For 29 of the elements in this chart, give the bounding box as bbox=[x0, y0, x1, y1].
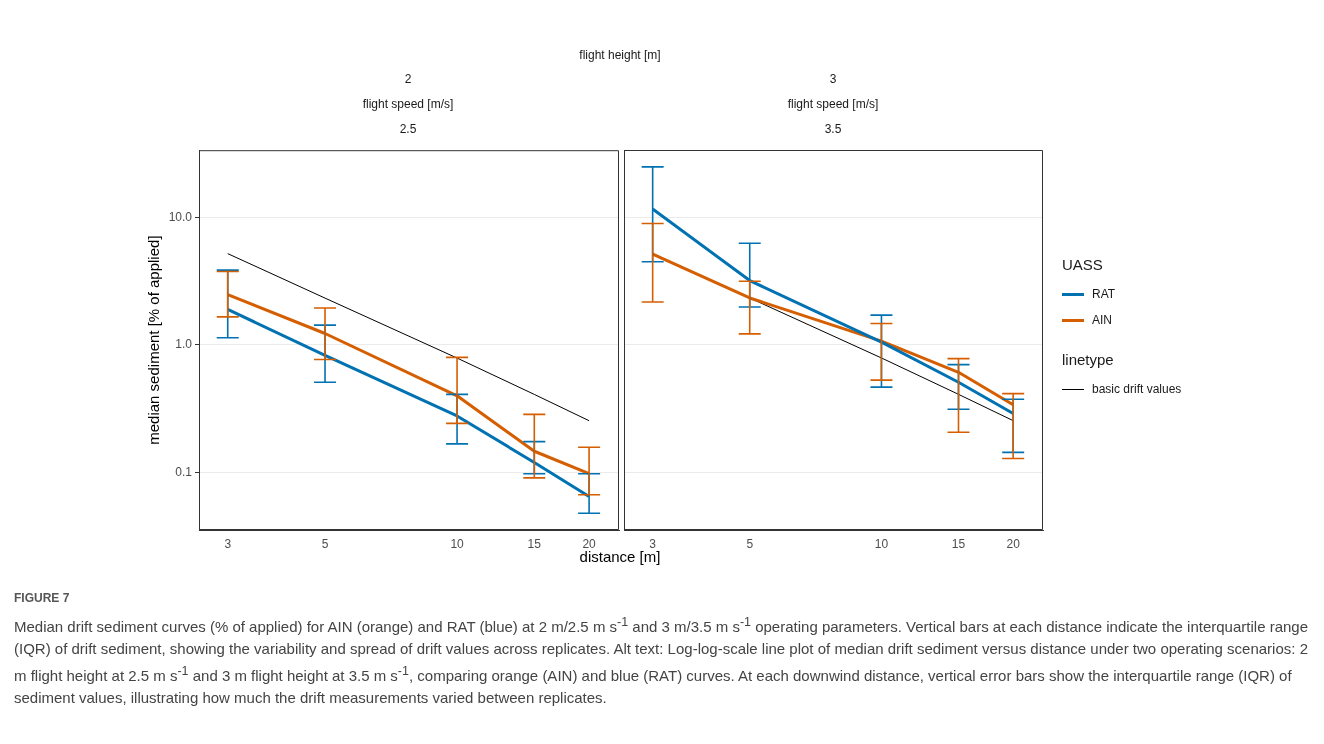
chart-subtitle: 2.5 bbox=[399, 122, 417, 136]
x-tick-label: 15 bbox=[951, 536, 966, 551]
chart-title: 3 bbox=[829, 72, 837, 86]
text: linetype bbox=[1062, 351, 1115, 368]
legend-title: UASS bbox=[1062, 256, 1104, 273]
y-axis-title: median sediment [% of applied] bbox=[145, 235, 163, 445]
x-tick-label: 15 bbox=[527, 536, 542, 551]
x-tick-label: 5 bbox=[321, 536, 329, 551]
x-tick-label: 3 bbox=[649, 536, 657, 551]
y-tick-label: 1.0 bbox=[175, 337, 193, 352]
x-tick-label: 20 bbox=[582, 536, 597, 551]
text: flight height [m] bbox=[579, 48, 661, 62]
text: flight speed [m/s] bbox=[362, 97, 454, 111]
x-tick-label: 20 bbox=[1006, 536, 1021, 551]
y-tick-label: 0.1 bbox=[175, 464, 193, 479]
chart-subtitle: 3.5 bbox=[824, 122, 842, 136]
x-tick-label: 10 bbox=[874, 536, 889, 551]
text: Median drift sediment curves (% of applied) for AIN (orange) and RAT (blue) at 2 m/2.5 m s$^{-1}$ and 3 m/3.5 m s$^{-1}$ operating parameters. Vertical bars at each distance indicate the interquartile range (IQR) of drift sediment, showing the variability and spread of drift values across replicates. Alt text: Log-log-scale line plot of median drift sediment versus distance under two operating scenarios: 2 m flight height at 2.5 m s$^{-1}$ and 3 m flight height at 3.5 m s$^{-1}$, comparing orange (AIN) and blue (RAT) curves. At each downwind distance, vertical error bars show the interquartile range (IQR) of sediment values, illustrating how much the drift measurements varied between replicates. bbox=[14, 615, 1309, 706]
legend-label: RAT bbox=[1091, 286, 1117, 303]
y-tick-label: 10.0 bbox=[168, 209, 193, 224]
caption: FIGURE 7 bbox=[14, 590, 71, 607]
text: flight speed [m/s] bbox=[787, 97, 879, 111]
x-tick-label: 10 bbox=[450, 536, 465, 551]
legend-label: basic drift values bbox=[1091, 381, 1182, 398]
legend-label: AIN bbox=[1091, 312, 1113, 329]
chart-title: 2 bbox=[404, 72, 412, 86]
x-axis-title: distance [m] bbox=[579, 548, 661, 565]
x-tick-label: 5 bbox=[746, 536, 754, 551]
x-tick-label: 3 bbox=[224, 536, 232, 551]
